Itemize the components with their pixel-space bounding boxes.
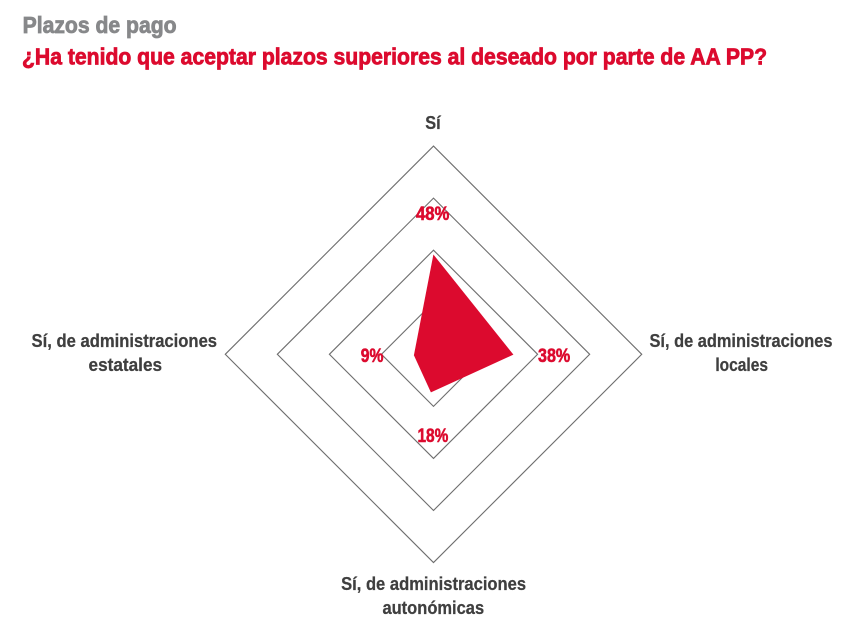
svg-text:autonómicas: autonómicas: [382, 597, 484, 617]
svg-text:¿Ha tenido que aceptar plazos: ¿Ha tenido que aceptar plazos superiores…: [22, 43, 767, 69]
svg-text:Sí, de administraciones: Sí, de administraciones: [650, 330, 833, 351]
svg-text:38%: 38%: [538, 345, 570, 367]
svg-text:18%: 18%: [418, 425, 449, 447]
svg-text:9%: 9%: [361, 345, 384, 367]
svg-text:estatales: estatales: [89, 354, 163, 375]
svg-text:Plazos de pago: Plazos de pago: [23, 12, 177, 38]
svg-text:Sí: Sí: [425, 112, 441, 133]
svg-text:Sí, de administraciones: Sí, de administraciones: [32, 330, 218, 351]
svg-text:Sí, de administraciones: Sí, de administraciones: [341, 573, 526, 594]
svg-text:locales: locales: [715, 354, 768, 375]
svg-text:48%: 48%: [416, 203, 449, 225]
